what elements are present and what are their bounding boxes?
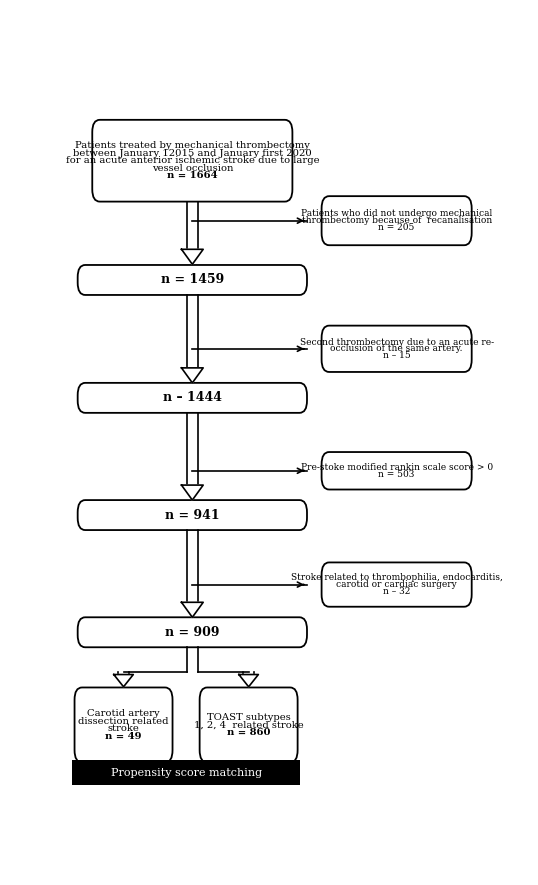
Text: Patients who did not undergo mechanical: Patients who did not undergo mechanical <box>301 210 492 219</box>
Text: stroke: stroke <box>108 724 139 733</box>
Text: n – 1444: n – 1444 <box>163 391 222 404</box>
Text: between January 12015 and January first 2020: between January 12015 and January first … <box>73 149 312 158</box>
Text: n – 15: n – 15 <box>383 351 410 360</box>
FancyBboxPatch shape <box>322 563 472 607</box>
FancyBboxPatch shape <box>73 760 300 785</box>
FancyBboxPatch shape <box>322 452 472 489</box>
FancyBboxPatch shape <box>75 688 173 763</box>
Text: thrombectomy because of  recanalisation: thrombectomy because of recanalisation <box>301 216 492 225</box>
FancyBboxPatch shape <box>77 500 307 530</box>
FancyBboxPatch shape <box>322 326 472 372</box>
Text: n = 49: n = 49 <box>105 732 142 741</box>
Text: Second thrombectomy due to an acute re-: Second thrombectomy due to an acute re- <box>300 337 494 347</box>
FancyBboxPatch shape <box>200 688 298 763</box>
Text: n = 860: n = 860 <box>227 728 271 737</box>
Text: occlusion of the same artery.: occlusion of the same artery. <box>330 344 463 353</box>
Text: n – 32: n – 32 <box>383 587 410 596</box>
Polygon shape <box>181 603 203 618</box>
Text: Carotid artery: Carotid artery <box>87 709 160 719</box>
Text: dissection related: dissection related <box>79 717 169 726</box>
FancyBboxPatch shape <box>77 618 307 647</box>
Polygon shape <box>181 485 203 500</box>
Text: vessel occlusion: vessel occlusion <box>152 164 233 173</box>
Text: n = 1664: n = 1664 <box>167 171 218 181</box>
Text: 1, 2, 4  related stroke: 1, 2, 4 related stroke <box>194 720 303 729</box>
Polygon shape <box>181 368 203 383</box>
Text: TOAST subtypes: TOAST subtypes <box>207 713 291 722</box>
FancyBboxPatch shape <box>77 383 307 412</box>
Polygon shape <box>181 250 203 265</box>
Text: Stroke related to thrombophilia, endocarditis,: Stroke related to thrombophilia, endocar… <box>291 573 502 582</box>
Text: n = 909: n = 909 <box>165 626 220 639</box>
Text: n = 503: n = 503 <box>378 470 415 479</box>
Text: n = 941: n = 941 <box>165 509 220 521</box>
Text: Patients treated by mechanical thrombectomy: Patients treated by mechanical thrombect… <box>75 142 310 150</box>
FancyBboxPatch shape <box>77 265 307 295</box>
Text: n = 1459: n = 1459 <box>161 273 224 287</box>
Polygon shape <box>114 674 133 687</box>
Text: n = 205: n = 205 <box>378 223 415 232</box>
Text: Pre-stoke modified rankin scale score > 0: Pre-stoke modified rankin scale score > … <box>301 463 493 472</box>
FancyBboxPatch shape <box>322 196 472 245</box>
Text: for an acute anterior ischemic stroke due to large: for an acute anterior ischemic stroke du… <box>66 157 319 165</box>
FancyBboxPatch shape <box>93 119 293 202</box>
Text: Propensity score matching: Propensity score matching <box>110 767 261 778</box>
Text: carotid or cardiac surgery: carotid or cardiac surgery <box>336 580 457 589</box>
Polygon shape <box>239 674 258 687</box>
